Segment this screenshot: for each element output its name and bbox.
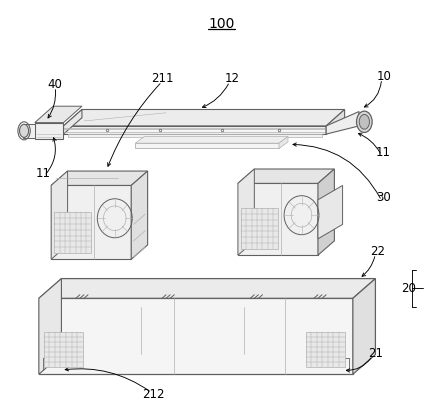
Polygon shape [63, 126, 326, 134]
Text: 11: 11 [376, 146, 391, 159]
Polygon shape [326, 109, 345, 134]
Polygon shape [135, 143, 279, 149]
Text: 212: 212 [143, 388, 165, 401]
Polygon shape [51, 171, 68, 259]
Polygon shape [353, 279, 375, 374]
Polygon shape [68, 134, 322, 137]
Polygon shape [238, 183, 318, 255]
Polygon shape [39, 298, 353, 374]
Polygon shape [318, 169, 334, 255]
Polygon shape [39, 279, 62, 374]
Text: 211: 211 [151, 72, 173, 85]
Ellipse shape [19, 124, 29, 137]
Polygon shape [35, 123, 63, 139]
Polygon shape [135, 136, 288, 143]
Polygon shape [39, 279, 375, 298]
Text: 40: 40 [48, 78, 63, 92]
Text: 30: 30 [376, 191, 391, 204]
Polygon shape [63, 109, 82, 134]
Polygon shape [238, 169, 334, 183]
Bar [54, 212, 91, 253]
Ellipse shape [357, 111, 372, 132]
Polygon shape [238, 169, 254, 255]
Text: 11: 11 [35, 167, 51, 180]
Polygon shape [51, 186, 131, 259]
Polygon shape [326, 111, 359, 134]
Text: 100: 100 [208, 17, 235, 31]
Polygon shape [63, 109, 345, 126]
Bar [241, 208, 278, 249]
Polygon shape [318, 186, 342, 239]
Text: 20: 20 [401, 282, 416, 295]
Bar [44, 332, 83, 367]
Text: 10: 10 [376, 70, 391, 83]
Polygon shape [51, 171, 148, 186]
Polygon shape [35, 106, 82, 123]
Polygon shape [23, 124, 35, 138]
Ellipse shape [359, 114, 369, 129]
Bar [306, 332, 345, 367]
Polygon shape [279, 136, 288, 149]
Polygon shape [131, 171, 148, 259]
Text: 12: 12 [224, 72, 239, 85]
Text: 21: 21 [368, 347, 383, 360]
Text: 22: 22 [370, 245, 385, 258]
